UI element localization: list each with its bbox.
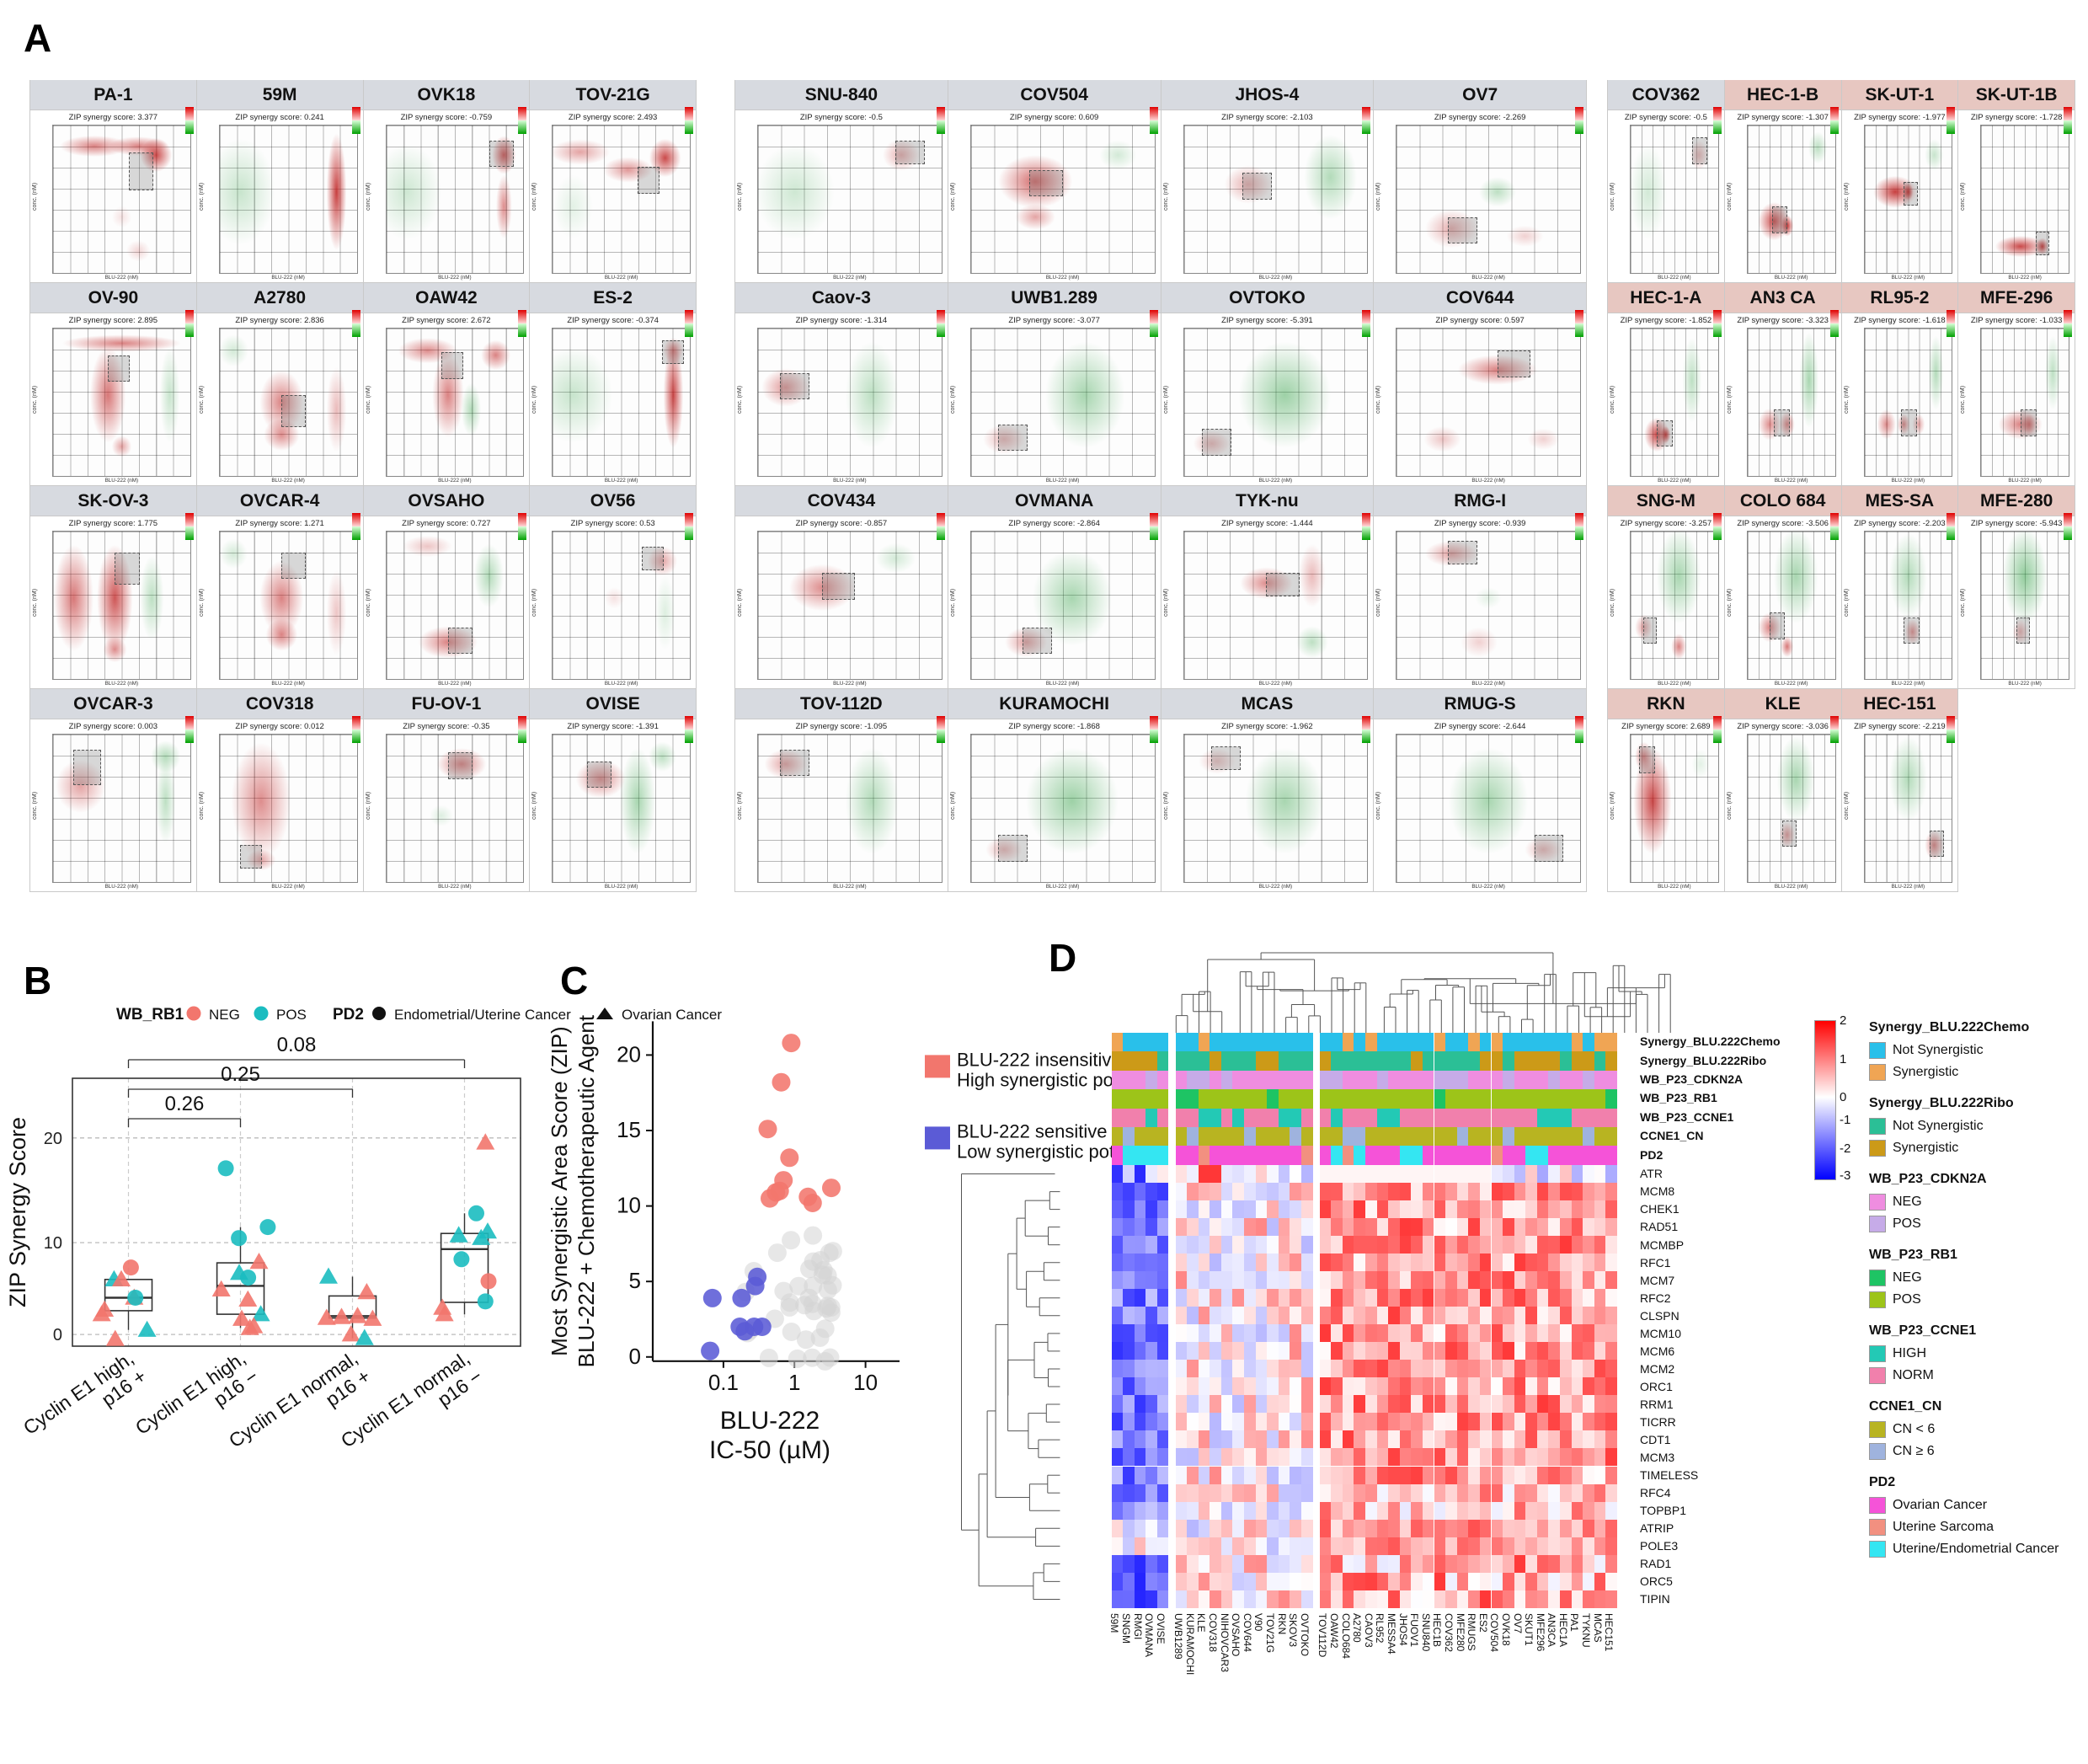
svg-text:0: 0 — [53, 1326, 62, 1344]
svg-text:0: 0 — [629, 1344, 641, 1369]
svg-text:BLU-222 + Chemotherapeutic Age: BLU-222 + Chemotherapeutic Agent — [574, 1014, 599, 1367]
svg-text:0.25: 0.25 — [221, 1063, 260, 1086]
svg-text:20: 20 — [617, 1041, 641, 1066]
svg-text:Most Synergistic Area Score (Z: Most Synergistic Area Score (ZIP) — [547, 1026, 572, 1356]
svg-text:0.1: 0.1 — [708, 1370, 739, 1395]
svg-text:10: 10 — [44, 1234, 62, 1253]
svg-text:PD2: PD2 — [333, 1006, 364, 1024]
svg-text:ZIP Synergy Score: ZIP Synergy Score — [5, 1117, 30, 1307]
svg-text:20: 20 — [44, 1130, 62, 1148]
svg-text:BLU-222: BLU-222 — [720, 1407, 820, 1435]
svg-text:POS: POS — [276, 1007, 307, 1023]
svg-text:IC-50 (µM): IC-50 (µM) — [709, 1436, 830, 1464]
svg-text:10: 10 — [617, 1193, 641, 1218]
svg-text:0.08: 0.08 — [277, 1034, 317, 1056]
svg-text:10: 10 — [853, 1370, 878, 1395]
svg-text:1: 1 — [788, 1370, 800, 1395]
svg-text:15: 15 — [617, 1117, 641, 1142]
svg-text:0.26: 0.26 — [165, 1093, 205, 1115]
svg-text:WB_RB1: WB_RB1 — [116, 1006, 184, 1024]
svg-text:5: 5 — [629, 1268, 641, 1293]
svg-text:NEG: NEG — [209, 1007, 240, 1023]
